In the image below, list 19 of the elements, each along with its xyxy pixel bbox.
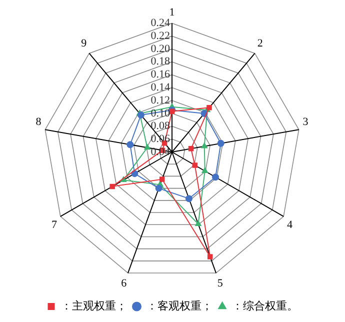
legend-label: ：客观权重； (146, 299, 212, 312)
y-tick-label: 0.22 (150, 30, 170, 42)
spoke-label: 5 (217, 277, 224, 290)
y-tick-label: 0.20 (150, 42, 170, 55)
spoke-label: 9 (81, 38, 88, 50)
y-tick-label: 0.14 (150, 81, 170, 94)
spoke-label: 3 (302, 116, 309, 128)
y-tick-label: 0.18 (150, 56, 170, 68)
spoke-label: 4 (287, 218, 294, 231)
y-tick-label: 0.16 (150, 68, 170, 81)
spoke-label: 6 (121, 277, 128, 290)
spoke-label: 1 (169, 6, 175, 18)
spoke-label: 2 (257, 38, 263, 50)
legend-label: ：主观权重； (60, 299, 127, 312)
spoke-label: 8 (36, 116, 42, 128)
y-tick-label: 0.12 (150, 94, 170, 106)
spoke-label: 7 (51, 218, 58, 231)
legend-label: ：综合权重。 (232, 299, 298, 312)
y-tick-label: 0.24 (150, 17, 170, 30)
